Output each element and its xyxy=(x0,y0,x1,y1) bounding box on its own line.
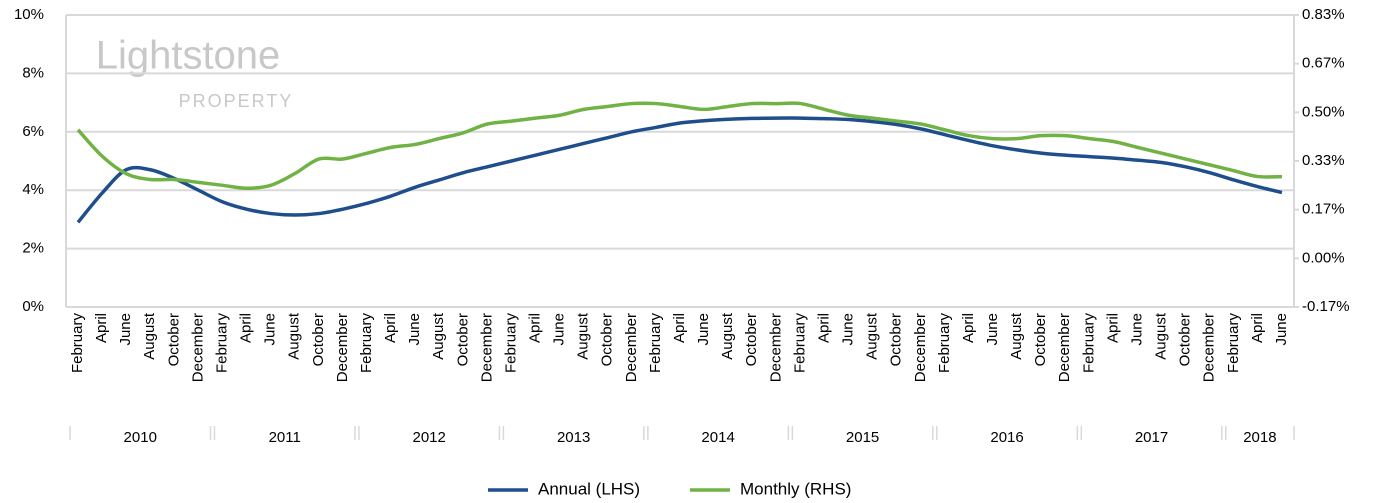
y-tick-label: 0% xyxy=(22,298,44,315)
x-tick-label: October xyxy=(888,313,905,366)
x-tick-label: February xyxy=(69,313,86,374)
y-tick-label: 8% xyxy=(22,64,44,81)
watermark-subtitle: PROPERTY xyxy=(179,91,294,111)
x-tick-label: August xyxy=(286,312,303,360)
y-tick-label: 6% xyxy=(22,123,44,140)
series-line xyxy=(76,116,1283,224)
x-tick-label: October xyxy=(165,313,182,366)
x-tick-label: June xyxy=(262,313,279,346)
x-tick-label: October xyxy=(599,313,616,366)
x-tick-label: February xyxy=(791,313,808,374)
x-group-label: 2015 xyxy=(846,429,879,446)
x-tick-label: February xyxy=(647,313,664,374)
x-tick-label: February xyxy=(1080,313,1097,374)
x-tick-label: April xyxy=(671,313,688,343)
x-group-label: 2014 xyxy=(701,429,734,446)
x-tick-label: June xyxy=(984,313,1001,346)
x-tick-label: August xyxy=(1153,312,1170,360)
y2-tick-label: 0.83% xyxy=(1302,6,1345,23)
x-tick-label: April xyxy=(1104,313,1121,343)
x-tick-label: October xyxy=(1032,313,1049,366)
x-tick-label: December xyxy=(623,313,640,382)
x-group-label: 2010 xyxy=(124,429,157,446)
x-tick-label: October xyxy=(310,313,327,366)
series-line xyxy=(76,101,1282,190)
x-tick-label: June xyxy=(1273,313,1290,346)
x-tick-label: December xyxy=(478,313,495,382)
x-group-label: 2018 xyxy=(1243,429,1276,446)
x-tick-label: June xyxy=(117,313,134,346)
legend-label: Annual (LHS) xyxy=(538,479,640,498)
x-tick-label: October xyxy=(743,313,760,366)
x-tick-label: December xyxy=(912,313,929,382)
x-group-label: 2016 xyxy=(990,429,1023,446)
x-tick-label: April xyxy=(960,313,977,343)
y2-tick-label: -0.17% xyxy=(1302,298,1350,315)
x-tick-label: April xyxy=(815,313,832,343)
y-tick-label: 4% xyxy=(22,181,44,198)
x-tick-label: February xyxy=(1225,313,1242,374)
x-group-label: 2012 xyxy=(412,429,445,446)
x-tick-label: February xyxy=(213,313,230,374)
x-tick-label: August xyxy=(864,312,881,360)
x-tick-label: June xyxy=(695,313,712,346)
legend-label: Monthly (RHS) xyxy=(740,479,851,498)
x-tick-label: April xyxy=(238,313,255,343)
x-tick-label: April xyxy=(526,313,543,343)
y2-tick-label: 0.50% xyxy=(1302,103,1345,120)
x-tick-label: June xyxy=(406,313,423,346)
x-tick-label: February xyxy=(502,313,519,374)
x-tick-label: April xyxy=(1249,313,1266,343)
x-tick-label: December xyxy=(1056,313,1073,382)
x-tick-label: June xyxy=(840,313,857,346)
x-tick-label: December xyxy=(189,313,206,382)
x-group-label: 2011 xyxy=(269,429,301,446)
x-group-label: 2017 xyxy=(1135,429,1168,446)
y-tick-label: 2% xyxy=(22,240,44,257)
x-group-label: 2013 xyxy=(557,429,590,446)
y2-tick-label: 0.00% xyxy=(1302,249,1345,266)
x-tick-label: August xyxy=(141,312,158,360)
x-tick-label: February xyxy=(936,313,953,374)
x-tick-label: December xyxy=(334,313,351,382)
x-tick-label: December xyxy=(1201,313,1218,382)
x-tick-label: August xyxy=(575,312,592,360)
x-tick-label: August xyxy=(719,312,736,360)
y-tick-label: 10% xyxy=(14,6,44,23)
x-tick-label: June xyxy=(1128,313,1145,346)
x-tick-label: October xyxy=(1177,313,1194,366)
x-tick-label: June xyxy=(551,313,568,346)
x-tick-label: April xyxy=(93,313,110,343)
y2-tick-label: 0.67% xyxy=(1302,55,1345,72)
x-tick-label: April xyxy=(382,313,399,343)
y2-tick-label: 0.33% xyxy=(1302,152,1345,169)
x-tick-label: August xyxy=(430,312,447,360)
x-tick-label: February xyxy=(358,313,375,374)
x-tick-label: December xyxy=(767,313,784,382)
y2-tick-label: 0.17% xyxy=(1302,201,1345,218)
watermark: Lightstone xyxy=(96,34,281,78)
x-tick-label: October xyxy=(454,313,471,366)
x-tick-label: August xyxy=(1008,312,1025,360)
